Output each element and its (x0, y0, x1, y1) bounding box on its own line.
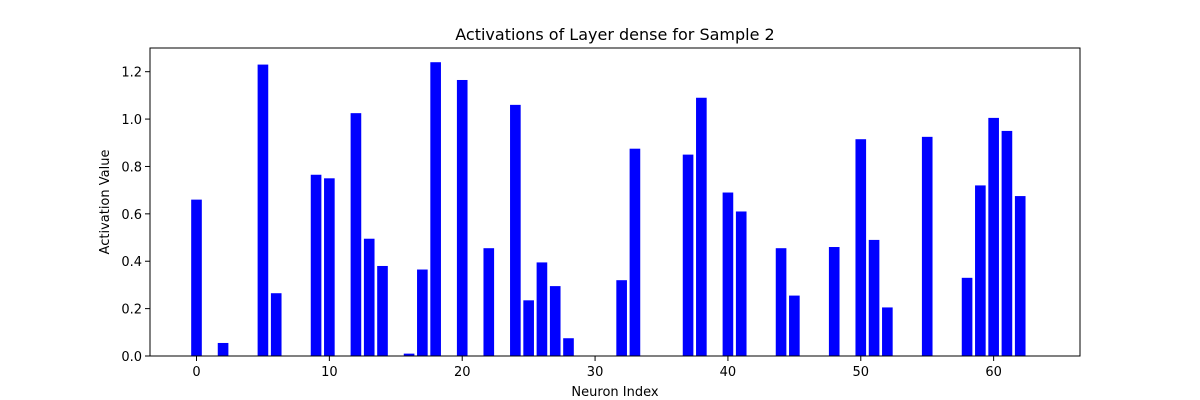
x-tick-label: 0 (192, 365, 200, 380)
x-tick-label: 40 (720, 365, 737, 380)
x-tick-label: 50 (853, 365, 870, 380)
y-tick-label: 0.2 (121, 303, 142, 318)
bar-neuron-60 (988, 117, 999, 357)
bar-neuron-20 (456, 79, 468, 356)
bar-neuron-33 (629, 148, 641, 356)
bar-neuron-16 (403, 353, 415, 356)
bar-neuron-2 (217, 342, 229, 356)
bar-neuron-12 (350, 113, 362, 357)
x-tick-label: 20 (454, 365, 471, 380)
bar-neuron-13 (363, 238, 375, 356)
bar-neuron-32 (616, 280, 627, 356)
x-tick-label: 60 (985, 365, 1002, 380)
bar-neuron-40 (722, 192, 734, 356)
bar-neuron-10 (324, 178, 335, 356)
y-tick-label: 1.2 (121, 66, 142, 81)
y-tick-label: 0.0 (121, 350, 142, 365)
bar-neuron-26 (536, 262, 548, 356)
bar-neuron-41 (735, 211, 747, 356)
bar-neuron-28 (563, 338, 574, 356)
bar-neuron-38 (696, 97, 707, 356)
y-axis-label: Activation Value (98, 150, 113, 255)
bar-neuron-17 (417, 269, 428, 356)
chart-title: Activations of Layer dense for Sample 2 (455, 25, 774, 44)
bar-neuron-44 (775, 248, 787, 356)
plot-frame (149, 47, 1081, 357)
bar-neuron-59 (975, 185, 986, 356)
y-ticks: 0.0 0.2 0.4 0.6 0.8 1.0 1.2 (121, 66, 150, 365)
x-tick-label: 30 (587, 365, 604, 380)
bar-neuron-45 (789, 295, 800, 356)
bar-neuron-27 (549, 286, 561, 356)
bar-neuron-62 (1014, 196, 1026, 356)
bar-neuron-22 (483, 248, 495, 356)
bar-neuron-9 (310, 174, 322, 356)
bar-neuron-51 (868, 239, 880, 356)
bar-neuron-14 (377, 265, 388, 356)
bar-neuron-50 (855, 139, 867, 356)
bar-neuron-0 (191, 199, 202, 356)
y-tick-label: 1.0 (121, 113, 142, 128)
bar-neuron-5 (257, 64, 269, 356)
bar-neuron-6 (270, 293, 282, 356)
bar-neuron-37 (682, 154, 694, 356)
y-tick-label: 0.8 (121, 160, 142, 175)
bars-group (191, 62, 1026, 357)
bar-neuron-58 (961, 277, 973, 356)
bar-neuron-24 (510, 104, 521, 356)
x-axis-label: Neuron Index (571, 385, 658, 400)
bar-neuron-61 (1001, 130, 1013, 356)
bar-neuron-18 (430, 62, 441, 356)
y-tick-label: 0.4 (121, 255, 142, 270)
bar-neuron-25 (523, 300, 534, 356)
bar-neuron-55 (921, 136, 933, 356)
bar-neuron-48 (828, 247, 840, 356)
y-tick-label: 0.6 (121, 208, 142, 223)
bar-neuron-52 (882, 307, 893, 356)
x-tick-label: 10 (321, 365, 338, 380)
x-ticks: 0 10 20 30 40 50 60 (192, 356, 1002, 380)
